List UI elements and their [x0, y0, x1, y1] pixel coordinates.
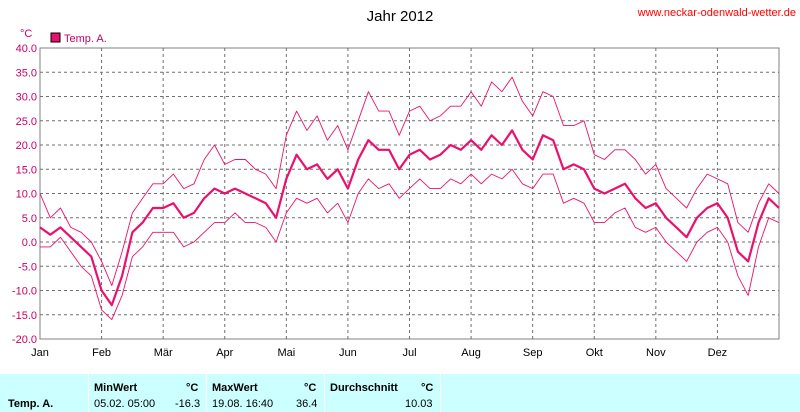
max-value: 36.4 [296, 398, 318, 410]
y-tick-label: -10.0 [12, 286, 37, 298]
y-tick-label: 0.0 [22, 237, 37, 249]
x-tick-label: Nov [646, 347, 666, 359]
x-tick-label: Jan [31, 347, 49, 359]
y-tick-label: 15.0 [16, 164, 37, 176]
y-tick-label: 20.0 [16, 140, 37, 152]
x-tick-label: Jul [402, 347, 416, 359]
y-tick-label: 35.0 [16, 67, 37, 79]
avg-unit: °C [421, 382, 434, 394]
x-tick-label: Apr [216, 347, 233, 359]
avg-header: Durchschnitt [330, 382, 398, 394]
y-tick-label: 25.0 [16, 116, 37, 128]
y-tick-label: -15.0 [12, 310, 37, 322]
series-line-min [40, 168, 780, 321]
series-line-mean [39, 129, 780, 307]
min-header: MinWert [94, 382, 138, 394]
x-tick-label: Feb [92, 347, 111, 359]
x-tick-label: Mär [154, 347, 173, 359]
x-tick-label: Sep [523, 347, 543, 359]
x-tick-label: Dez [708, 347, 728, 359]
y-tick-label: -20.0 [12, 334, 37, 346]
min-time: 05.02. 05:00 [94, 398, 156, 410]
x-axis-ticks: Jan Feb Mär Apr Mai Jun Jul Aug Sep Okt Nov Dez [31, 347, 727, 359]
chart-title: Jahr 2012 [367, 8, 434, 25]
x-tick-label: Okt [586, 347, 603, 359]
max-header: MaxWert [212, 382, 258, 394]
max-unit: °C [304, 382, 317, 394]
x-tick-label: Jun [339, 347, 357, 359]
y-tick-label: 40.0 [16, 43, 37, 55]
temperature-chart: 40.0 35.0 30.0 25.0 20.0 15.0 10.0 5.0 0.0 -5.0 -1… [12, 7, 796, 359]
y-tick-label: 30.0 [16, 92, 37, 104]
min-unit: °C [186, 382, 199, 394]
y-axis-unit: °C [20, 28, 32, 40]
legend-swatch [50, 32, 61, 43]
series-line-max [39, 76, 780, 287]
legend-label: Temp. A. [64, 33, 107, 45]
stats-row-label: Temp. A. [8, 398, 54, 410]
y-tick-label: -5.0 [18, 261, 37, 273]
series-lines [39, 76, 780, 321]
max-time: 19.08. 16:40 [212, 398, 274, 410]
y-tick-label: 10.0 [16, 189, 37, 201]
statistics-table: Temp. A. MinWert °C 05.02. 05:00 -16.3 M… [0, 374, 800, 412]
y-tick-label: 5.0 [22, 213, 37, 225]
avg-value: 10.03 [405, 398, 433, 410]
y-axis-ticks: 40.0 35.0 30.0 25.0 20.0 15.0 10.0 5.0 0.0 -5.0 -1… [12, 43, 37, 346]
source-link[interactable]: www.neckar-odenwald-wetter.de [637, 7, 796, 19]
x-tick-label: Aug [461, 347, 481, 359]
x-tick-label: Mai [277, 347, 295, 359]
min-value: -16.3 [175, 398, 201, 410]
